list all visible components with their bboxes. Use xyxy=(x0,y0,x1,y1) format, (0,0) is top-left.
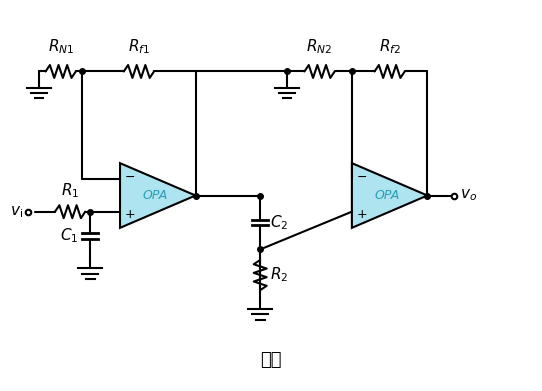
Text: OPA: OPA xyxy=(143,189,167,202)
Text: $R_{f2}$: $R_{f2}$ xyxy=(379,38,401,56)
Text: $R_2$: $R_2$ xyxy=(270,266,288,284)
Text: $-$: $-$ xyxy=(124,170,136,183)
Text: $R_1$: $R_1$ xyxy=(61,181,79,200)
Text: 圖一: 圖一 xyxy=(260,351,282,369)
Text: $C_2$: $C_2$ xyxy=(270,213,288,232)
Text: $v_\mathrm{i}$: $v_\mathrm{i}$ xyxy=(10,204,23,219)
Text: $v_o$: $v_o$ xyxy=(460,188,477,203)
Text: OPA: OPA xyxy=(375,189,399,202)
Polygon shape xyxy=(120,163,196,228)
Text: $-$: $-$ xyxy=(356,170,367,183)
Text: $+$: $+$ xyxy=(356,208,367,221)
Text: $R_{N2}$: $R_{N2}$ xyxy=(306,38,333,56)
Text: $C_1$: $C_1$ xyxy=(60,227,79,245)
Text: $R_{N1}$: $R_{N1}$ xyxy=(48,38,74,56)
Polygon shape xyxy=(352,163,428,228)
Text: $R_{f1}$: $R_{f1}$ xyxy=(128,38,150,56)
Text: $+$: $+$ xyxy=(124,208,136,221)
